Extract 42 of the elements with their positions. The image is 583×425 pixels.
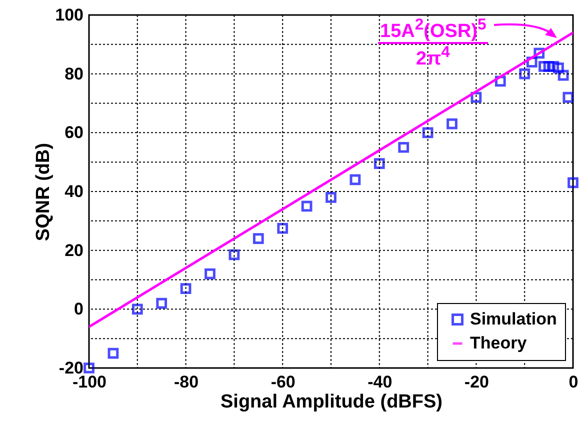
point — [538, 61, 550, 72]
y-tick-label: 0 — [74, 300, 84, 319]
y-axis-title: SQNR (dB) — [33, 142, 54, 242]
point — [252, 233, 264, 244]
point — [562, 92, 574, 103]
y-tick-label: 40 — [64, 182, 84, 201]
legend-label: Simulation — [470, 310, 557, 328]
annotation: 15A$^{2}$(OSR)$^{5}$ — [379, 17, 488, 44]
legend-label: Theory — [470, 334, 528, 352]
point — [350, 174, 361, 186]
point — [446, 118, 458, 130]
x-axis-title: Signal Amplitude (dBFS) — [220, 392, 443, 412]
x-tick-label: -20 — [464, 372, 489, 392]
point — [374, 158, 385, 169]
point — [548, 61, 560, 72]
point — [543, 61, 554, 72]
x-tick-label: 0 — [568, 372, 578, 392]
point — [326, 192, 336, 203]
point — [568, 177, 578, 188]
annotation: 2π$^{4}$ — [416, 44, 450, 70]
y-tick-label: 20 — [64, 240, 84, 260]
point — [553, 62, 564, 74]
point — [84, 362, 94, 374]
y-tick-label: 60 — [64, 123, 84, 142]
point — [301, 200, 312, 212]
point — [277, 222, 288, 234]
y-tick-label: 100 — [55, 6, 84, 24]
point — [228, 249, 240, 260]
point — [558, 70, 569, 81]
point — [132, 304, 143, 315]
point — [156, 298, 168, 309]
point — [422, 127, 434, 138]
x-tick-label: -40 — [368, 372, 392, 392]
point — [519, 68, 530, 80]
x-tick-label: -80 — [174, 372, 199, 392]
point — [204, 268, 216, 280]
point — [398, 142, 410, 153]
y-tick-label: 80 — [64, 64, 84, 84]
x-tick-label: -60 — [270, 372, 296, 392]
point — [180, 283, 192, 294]
x-tick-label: -100 — [72, 372, 107, 392]
point — [108, 348, 119, 359]
